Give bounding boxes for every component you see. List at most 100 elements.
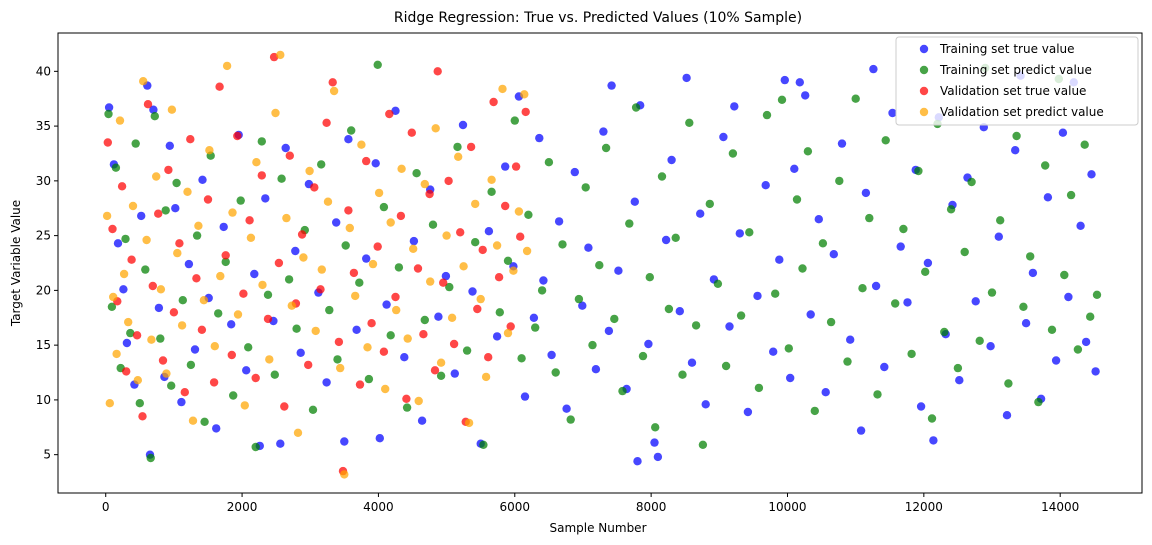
data-point <box>297 230 307 239</box>
data-point <box>124 317 133 327</box>
data-point <box>769 347 778 356</box>
data-point <box>322 118 331 128</box>
data-point <box>940 327 949 337</box>
data-point <box>464 418 474 428</box>
data-point <box>362 254 371 263</box>
data-point <box>1034 397 1043 407</box>
data-point <box>373 242 382 251</box>
data-point <box>682 73 691 83</box>
x-tick-label: 12000 <box>905 500 943 514</box>
data-point <box>355 380 365 389</box>
data-point <box>317 265 326 274</box>
data-point <box>436 371 446 380</box>
data-point <box>921 267 930 276</box>
data-point <box>192 231 202 240</box>
data-point <box>258 280 267 290</box>
data-point <box>172 178 181 188</box>
points-layer <box>102 50 1102 479</box>
data-point <box>701 400 710 409</box>
data-point <box>476 294 485 304</box>
data-point <box>484 353 493 362</box>
data-point <box>524 210 533 219</box>
data-point <box>494 273 504 282</box>
data-point <box>371 159 380 168</box>
y-tick-label: 30 <box>36 174 51 188</box>
data-point <box>138 412 147 421</box>
data-point <box>210 342 219 351</box>
data-point <box>445 282 454 292</box>
data-point <box>784 344 793 353</box>
data-point <box>402 394 411 403</box>
x-tick-label: 10000 <box>768 500 806 514</box>
data-point <box>996 216 1005 225</box>
data-point <box>263 314 273 324</box>
data-point <box>215 82 224 91</box>
x-axis-label: Sample Number <box>549 521 646 535</box>
data-point <box>631 103 641 112</box>
data-point <box>777 95 787 105</box>
data-point <box>880 362 889 372</box>
data-point <box>239 289 248 298</box>
data-point <box>164 165 173 175</box>
data-point <box>417 416 427 425</box>
data-point <box>271 108 280 118</box>
data-point <box>503 256 513 265</box>
data-point <box>311 326 320 336</box>
data-point <box>685 118 694 128</box>
data-point <box>227 350 236 360</box>
data-point <box>753 291 762 301</box>
data-point <box>1081 337 1091 347</box>
data-point <box>251 442 260 452</box>
data-point <box>177 397 186 407</box>
data-point <box>173 248 182 258</box>
data-point <box>869 64 878 74</box>
data-point <box>142 235 151 245</box>
data-point <box>591 365 601 374</box>
data-point <box>357 140 366 149</box>
data-point <box>481 372 491 382</box>
data-point <box>128 201 138 211</box>
data-point <box>419 330 428 339</box>
data-point <box>333 355 342 364</box>
data-point <box>222 61 232 71</box>
data-point <box>349 268 359 278</box>
data-point <box>1066 190 1076 200</box>
data-point <box>994 232 1003 241</box>
data-point <box>856 426 866 435</box>
data-point <box>171 204 180 213</box>
data-point <box>489 97 498 107</box>
data-point <box>1026 252 1035 261</box>
data-point <box>274 258 284 268</box>
data-point <box>291 246 300 256</box>
data-point <box>725 322 734 331</box>
data-point <box>392 305 401 315</box>
data-point <box>167 105 177 114</box>
data-point <box>501 162 510 171</box>
data-point <box>780 75 789 85</box>
data-point <box>638 351 648 361</box>
data-point <box>154 303 164 313</box>
data-point <box>355 278 364 287</box>
data-point <box>495 308 504 317</box>
data-point <box>487 175 496 184</box>
data-point <box>651 423 660 432</box>
data-point <box>148 281 157 291</box>
data-point <box>798 264 807 273</box>
data-point <box>127 255 136 264</box>
data-point <box>374 188 384 198</box>
data-point <box>177 321 187 330</box>
data-point <box>209 378 219 387</box>
data-point <box>252 158 261 167</box>
data-point <box>180 388 189 397</box>
data-point <box>871 281 881 291</box>
data-point <box>161 206 170 215</box>
y-tick-label: 10 <box>36 393 51 407</box>
data-point <box>439 278 448 287</box>
legend-label: Training set true value <box>939 42 1075 56</box>
data-point <box>633 457 642 466</box>
data-point <box>363 343 372 352</box>
data-point <box>104 103 114 112</box>
data-point <box>1047 325 1057 334</box>
data-point <box>487 187 496 196</box>
data-point <box>212 424 221 433</box>
